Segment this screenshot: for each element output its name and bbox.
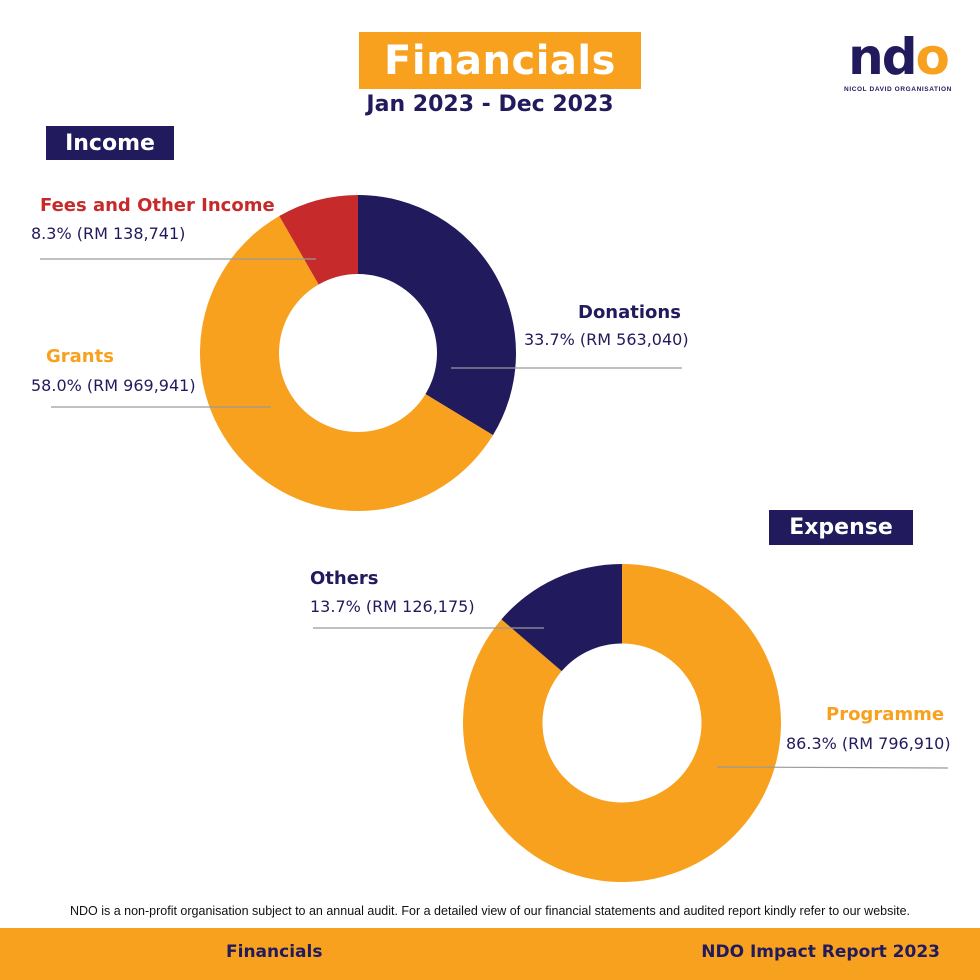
income-section-title: Income xyxy=(46,126,174,160)
label-donations-name: Donations xyxy=(578,302,681,323)
date-range-subtitle: Jan 2023 - Dec 2023 xyxy=(366,92,614,117)
slice-fees-and-other-income xyxy=(279,195,358,285)
label-others-value: 13.7% (RM 126,175) xyxy=(310,597,475,616)
logo-tagline: NICOL DAVID ORGANISATION xyxy=(844,86,952,93)
slice-others xyxy=(501,564,622,672)
label-fees-name: Fees and Other Income xyxy=(40,195,275,216)
footer-report-title: NDO Impact Report 2023 xyxy=(701,942,940,962)
income-donut-chart xyxy=(200,195,517,512)
logo-wordmark: ndo xyxy=(848,28,950,86)
footer-bar: Financials NDO Impact Report 2023 xyxy=(0,928,980,980)
label-others-name: Others xyxy=(310,568,379,589)
page-title: Financials xyxy=(359,32,641,89)
slice-donations xyxy=(358,195,517,436)
footer-section-label: Financials xyxy=(226,942,323,962)
expense-donut-chart xyxy=(463,564,781,882)
label-grants-value: 58.0% (RM 969,941) xyxy=(31,376,196,395)
ndo-logo: ndo NICOL DAVID ORGANISATION xyxy=(836,28,960,98)
label-programme-value: 86.3% (RM 796,910) xyxy=(786,734,951,753)
audit-footnote: NDO is a non-profit organisation subject… xyxy=(69,904,911,918)
leader-programme xyxy=(716,766,949,769)
label-programme-name: Programme xyxy=(826,704,945,725)
leader-lines xyxy=(40,258,949,769)
slice-grants xyxy=(200,216,493,512)
label-donations-value: 33.7% (RM 563,040) xyxy=(524,330,689,349)
expense-section-title: Expense xyxy=(769,510,913,545)
label-fees-value: 8.3% (RM 138,741) xyxy=(31,224,186,243)
slice-programme xyxy=(463,564,781,882)
label-grants-name: Grants xyxy=(46,346,114,367)
